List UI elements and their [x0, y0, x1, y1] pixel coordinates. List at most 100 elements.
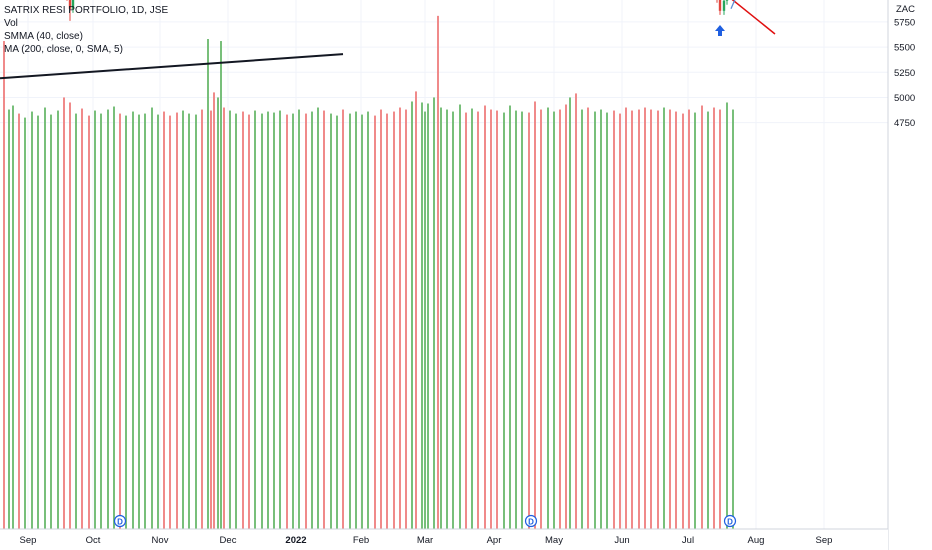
volume-bar — [361, 114, 363, 529]
volume-bar — [311, 111, 313, 530]
volume-bar — [682, 113, 684, 530]
volume-bar — [471, 108, 473, 529]
volume-bar — [477, 111, 479, 530]
volume-bar — [207, 39, 209, 529]
volume-bar — [138, 114, 140, 529]
volume-bar — [669, 109, 671, 529]
price-tick-label: 5750 — [894, 17, 915, 28]
time-tick-label: Sep — [816, 535, 833, 546]
chart-legend: SATRIX RESI PORTFOLIO, 1D, JSE Vol SMMA … — [4, 4, 168, 56]
volume-bar — [490, 109, 492, 529]
volume-bar — [465, 112, 467, 529]
volume-bar — [18, 113, 20, 530]
volume-bar — [540, 109, 542, 529]
volume-bar — [619, 113, 621, 530]
volume-bar — [88, 115, 90, 530]
volume-bar — [323, 110, 325, 529]
volume-bar — [625, 107, 627, 530]
volume-bar — [509, 105, 511, 529]
candle-body — [71, 0, 75, 9]
volume-bar — [44, 107, 46, 530]
volume-bar — [534, 101, 536, 529]
volume-bar — [503, 112, 505, 529]
volume-bar — [547, 107, 549, 530]
volume-indicator-label[interactable]: Vol — [4, 18, 18, 29]
dividend-marker-icon — [524, 514, 538, 528]
volume-bar — [349, 113, 351, 530]
volume-bar — [374, 115, 376, 530]
volume-bar — [638, 109, 640, 529]
dividend-marker-icon — [723, 514, 737, 528]
volume-bar — [235, 113, 237, 530]
descending-channel — [731, 0, 776, 35]
volume-bar — [433, 97, 435, 529]
candle-body — [722, 0, 726, 11]
price-tick-label: 4750 — [894, 118, 915, 129]
volume-bar — [575, 93, 577, 529]
time-tick-label: Sep — [20, 535, 37, 546]
volume-bar — [248, 114, 250, 529]
buy-arrow-icon — [715, 24, 725, 36]
price-tick-label: 5000 — [894, 93, 915, 104]
time-tick-label: 2022 — [285, 535, 306, 546]
dividend-marker-label: D — [528, 518, 534, 527]
time-tick-label: May — [545, 535, 563, 546]
volume-bar — [176, 112, 178, 529]
volume-bar — [8, 109, 10, 529]
volume-bar — [292, 113, 294, 530]
volume-bar — [424, 111, 426, 530]
volume-bar — [163, 111, 165, 530]
time-tick-label: Apr — [487, 535, 502, 546]
volume-bar — [63, 97, 65, 529]
symbol-title[interactable]: SATRIX RESI PORTFOLIO, 1D, JSE — [4, 5, 169, 16]
candlestick-series — [66, 0, 729, 21]
volume-bar — [81, 108, 83, 529]
volume-bar — [694, 112, 696, 529]
volume-bar — [707, 111, 709, 530]
time-tick-label: Jul — [682, 535, 694, 546]
volume-bar — [437, 15, 439, 530]
volume-bar — [12, 105, 14, 529]
volume-bar — [459, 104, 461, 529]
dividend-marker-icon — [113, 514, 127, 528]
time-tick-label: Feb — [353, 535, 369, 546]
candle-body — [725, 0, 729, 1]
volume-bar — [217, 97, 219, 529]
candle-body — [68, 0, 72, 9]
volume-trendline-segment — [0, 53, 344, 80]
volume-bar — [650, 109, 652, 529]
volume-bar — [107, 109, 109, 529]
volume-bar — [213, 92, 215, 530]
volume-bar — [182, 110, 184, 529]
volume-bar — [515, 110, 517, 529]
volume-bar — [132, 111, 134, 530]
volume-bar — [188, 113, 190, 530]
currency-label: ZAC — [896, 4, 915, 15]
price-tick-label: 5500 — [894, 43, 915, 54]
volume-bar — [305, 113, 307, 530]
volume-bar — [587, 107, 589, 530]
candle-body — [718, 0, 722, 11]
volume-bar — [286, 114, 288, 529]
volume-bar — [613, 110, 615, 529]
volume-bar — [125, 115, 127, 530]
volume-bar — [405, 109, 407, 529]
volume-bar — [484, 105, 486, 529]
volume-bar — [415, 91, 417, 529]
volume-bar — [169, 115, 171, 530]
volume-bar — [3, 41, 5, 530]
volume-bar — [399, 107, 401, 530]
time-tick-label: Mar — [417, 535, 433, 546]
ma-indicator-label[interactable]: MA (200, close, 0, SMA, 5) — [4, 44, 123, 55]
volume-bar — [201, 109, 203, 529]
volume-bar — [100, 113, 102, 530]
time-axis[interactable]: Sep Oct Nov Dec 2022 Feb Mar Apr May Jun Jul Aug Sep — [0, 528, 888, 550]
volume-bar — [644, 107, 646, 530]
volume-bar — [713, 107, 715, 530]
time-tick-label: Oct — [86, 535, 101, 546]
smma-indicator-label[interactable]: SMMA (40, close) — [4, 31, 83, 42]
volume-bar — [317, 107, 319, 530]
